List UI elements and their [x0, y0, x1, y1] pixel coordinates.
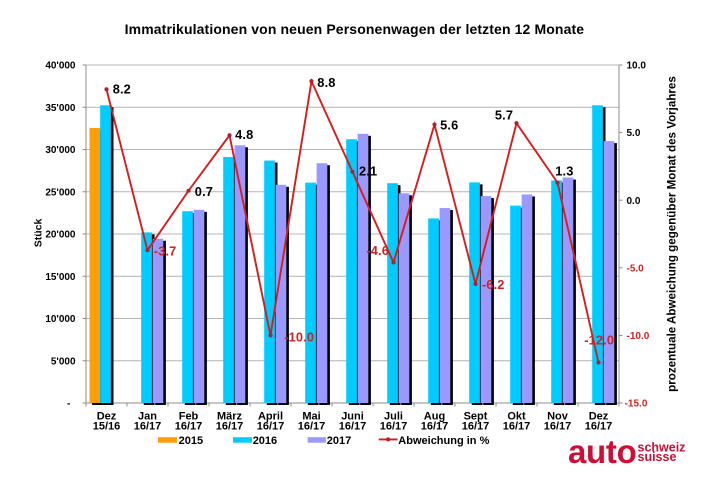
svg-text:-10.0: -10.0	[284, 329, 314, 344]
svg-text:suisse: suisse	[638, 450, 677, 464]
svg-text:10'000: 10'000	[45, 314, 76, 325]
svg-text:Immatrikulationen von neuen Pe: Immatrikulationen von neuen Personenwage…	[125, 21, 585, 37]
svg-text:5.6: 5.6	[440, 117, 458, 132]
svg-text:Mai: Mai	[302, 410, 320, 422]
svg-text:auto: auto	[568, 433, 636, 470]
svg-text:-3.7: -3.7	[154, 243, 177, 258]
svg-text:Nov: Nov	[547, 410, 569, 422]
svg-text:-4.6: -4.6	[366, 243, 389, 258]
svg-text:-: -	[67, 399, 70, 410]
svg-text:25'000: 25'000	[45, 187, 76, 198]
svg-text:5'000: 5'000	[51, 356, 76, 367]
svg-text:10.0: 10.0	[627, 61, 647, 72]
svg-text:16/17: 16/17	[585, 421, 613, 433]
svg-text:2015: 2015	[179, 435, 203, 447]
svg-text:Stück: Stück	[33, 219, 45, 248]
svg-text:20'000: 20'000	[45, 230, 76, 241]
svg-text:Abweichung in %: Abweichung in %	[398, 435, 489, 447]
svg-text:35'000: 35'000	[45, 103, 76, 114]
svg-text:5.0: 5.0	[627, 128, 641, 139]
svg-text:0.0: 0.0	[627, 196, 641, 207]
svg-text:16/17: 16/17	[175, 421, 203, 433]
svg-text:15/16: 15/16	[93, 421, 121, 433]
svg-text:2.1: 2.1	[359, 164, 377, 179]
svg-text:Juni: Juni	[341, 410, 364, 422]
svg-text:8.8: 8.8	[317, 75, 335, 90]
svg-text:16/17: 16/17	[380, 421, 408, 433]
svg-text:2016: 2016	[253, 435, 277, 447]
svg-text:8.2: 8.2	[113, 82, 131, 97]
svg-text:16/17: 16/17	[339, 421, 367, 433]
svg-text:1.3: 1.3	[555, 164, 573, 179]
svg-text:Feb: Feb	[179, 410, 199, 422]
svg-text:30'000: 30'000	[45, 145, 76, 156]
svg-text:Jan: Jan	[138, 410, 157, 422]
svg-text:-6.2: -6.2	[482, 277, 505, 292]
svg-text:16/17: 16/17	[503, 421, 531, 433]
svg-text:März: März	[217, 410, 243, 422]
svg-text:Dez: Dez	[97, 410, 117, 422]
svg-text:16/17: 16/17	[257, 421, 285, 433]
svg-text:5.7: 5.7	[495, 107, 513, 122]
svg-text:16/17: 16/17	[421, 421, 449, 433]
svg-text:schweiz: schweiz	[638, 441, 686, 455]
svg-text:2017: 2017	[327, 435, 351, 447]
svg-text:40'000: 40'000	[45, 61, 76, 72]
svg-text:16/17: 16/17	[544, 421, 572, 433]
svg-text:0.7: 0.7	[195, 184, 213, 199]
svg-text:Juli: Juli	[384, 410, 403, 422]
svg-text:-10.0: -10.0	[627, 331, 650, 342]
svg-text:Sept: Sept	[464, 410, 488, 422]
svg-text:16/17: 16/17	[462, 421, 490, 433]
svg-text:16/17: 16/17	[134, 421, 162, 433]
svg-text:16/17: 16/17	[216, 421, 244, 433]
svg-text:-12.0: -12.0	[584, 333, 614, 348]
svg-text:April: April	[258, 410, 283, 422]
svg-text:16/17: 16/17	[298, 421, 326, 433]
svg-text:-5.0: -5.0	[627, 263, 645, 274]
svg-text:Dez: Dez	[589, 410, 609, 422]
svg-text:Okt: Okt	[507, 410, 526, 422]
svg-text:4.8: 4.8	[235, 127, 253, 142]
svg-text:prozentuale Abweichung gegenüb: prozentuale Abweichung gegenüber Monat d…	[666, 76, 679, 392]
svg-text:-15.0: -15.0	[625, 399, 648, 410]
svg-text:Aug: Aug	[424, 410, 445, 422]
svg-text:15'000: 15'000	[45, 272, 76, 283]
